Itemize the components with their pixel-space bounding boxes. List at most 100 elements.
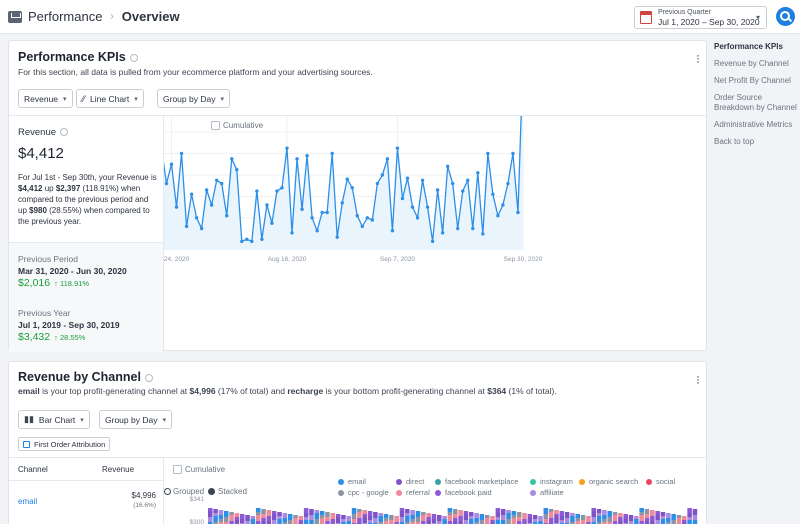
more-menu-icon[interactable]: · · · — [696, 369, 700, 389]
chart-type-select[interactable]: ▮▮ Bar Chart ▾ — [18, 410, 90, 429]
metric-select[interactable]: Revenue ▾ — [18, 89, 73, 108]
bar-segment — [692, 515, 698, 520]
legend-dot — [646, 478, 652, 485]
chart-type-value: Bar Chart — [38, 414, 76, 425]
legend-cpc-google[interactable]: cpc - google — [338, 488, 389, 497]
legend-social[interactable]: social — [646, 477, 675, 486]
bar-segment — [500, 509, 506, 515]
cumulative-checkbox[interactable] — [211, 121, 220, 130]
legend-facebook-marketplace[interactable]: facebook marketplace — [435, 477, 518, 486]
bar-segment — [506, 519, 511, 524]
previous-year-value: $3,432 ↑ 28.55% — [18, 331, 85, 343]
data-point — [179, 151, 184, 156]
data-point — [415, 216, 420, 220]
bar-segment — [676, 518, 682, 524]
bar-segment — [511, 518, 517, 524]
channel-email-link[interactable]: email — [18, 497, 38, 506]
bar-segment — [239, 514, 245, 519]
revenue-column-header[interactable]: Revenue — [102, 465, 135, 474]
data-point — [365, 216, 370, 220]
breadcrumb-performance[interactable]: Performance — [28, 9, 103, 24]
channel-summary: email is your top profit-generating chan… — [18, 386, 557, 396]
info-icon[interactable] — [144, 373, 153, 382]
nav-net-profit-by-channel[interactable]: Net Profit By Channel — [714, 76, 791, 85]
channel-bar-chart: $341 $300 — [164, 496, 707, 524]
nav-back-to-top[interactable]: Back to top — [714, 137, 755, 146]
chart-type-select[interactable]: ⁄⁄ Line Chart ▾ — [76, 89, 144, 108]
card-title: Revenue by Channel — [18, 370, 153, 384]
card-subtitle: For this section, all data is pulled fro… — [18, 67, 373, 77]
previous-year-range: Jul 1, 2019 - Sep 30, 2019 — [18, 320, 120, 330]
legend-instagram[interactable]: instagram — [530, 477, 573, 486]
bar-segment — [255, 521, 261, 524]
bar-segment — [405, 522, 410, 524]
data-point — [315, 229, 319, 233]
bar-segment — [277, 516, 282, 519]
legend-dot — [396, 489, 402, 496]
bar-segment — [298, 516, 304, 520]
channel-column-header[interactable]: Channel — [18, 465, 48, 474]
nav-order-source-breakdown[interactable]: Order Source Breakdown by Channel — [714, 93, 797, 112]
bar-segment — [490, 516, 495, 520]
metric-label-text: Revenue — [18, 127, 57, 138]
bar-segment — [580, 520, 586, 524]
cumulative-checkbox[interactable] — [173, 465, 182, 474]
bar-segment — [511, 515, 517, 518]
bar-segment — [655, 520, 660, 524]
data-point — [340, 201, 344, 205]
data-point — [345, 177, 349, 181]
bar-segment — [303, 508, 309, 513]
grouped-radio[interactable] — [164, 488, 171, 495]
stacked-radio[interactable] — [208, 488, 215, 495]
bar-segment — [213, 513, 218, 516]
group-by-select[interactable]: Group by Day ▾ — [157, 89, 230, 108]
bar-segment — [245, 515, 250, 521]
legend-email[interactable]: email — [338, 477, 366, 486]
bar-segment — [644, 514, 650, 518]
chevron-down-icon: ▾ — [220, 95, 224, 103]
bar-segment — [437, 515, 442, 521]
bar-segment — [591, 522, 597, 524]
data-point — [405, 176, 410, 180]
data-point — [516, 210, 520, 215]
bar-segment — [490, 520, 495, 523]
more-menu-icon[interactable]: · · · — [696, 48, 700, 68]
previous-year-label: Previous Year — [18, 308, 71, 318]
legend-referral[interactable]: referral — [396, 488, 430, 497]
data-point — [214, 178, 219, 183]
bar-segment — [458, 510, 463, 516]
nav-revenue-by-channel[interactable]: Revenue by Channel — [714, 59, 789, 68]
bar-segment — [309, 515, 314, 520]
bar-segment — [634, 519, 639, 524]
data-point — [440, 231, 445, 235]
nav-performance-kpis[interactable]: Performance KPIs — [714, 42, 783, 51]
legend-direct[interactable]: direct — [396, 477, 424, 486]
bar-segment — [255, 512, 261, 515]
bar-segment — [479, 520, 485, 524]
data-point — [270, 221, 274, 225]
group-by-select[interactable]: Group by Day ▾ — [99, 410, 172, 429]
previous-period-value: $2,016 ↑ 118.91% — [18, 277, 89, 289]
bar-segment — [282, 522, 288, 524]
bar-segment — [442, 519, 447, 524]
info-icon[interactable] — [60, 128, 69, 137]
legend-label: facebook marketplace — [445, 477, 519, 486]
x-tick-label: Sep 7, 2020 — [380, 256, 415, 263]
bar-segment — [666, 518, 671, 522]
search-button[interactable] — [776, 7, 795, 26]
bar-segment — [426, 520, 431, 524]
data-point — [400, 196, 405, 201]
info-icon[interactable] — [129, 53, 138, 62]
bar-segment — [399, 522, 405, 524]
legend-facebook-paid[interactable]: facebook paid — [435, 488, 492, 497]
date-range-picker[interactable]: Previous Quarter Jul 1, 2020 – Sep 30, 2… — [634, 6, 767, 29]
legend-affiliate[interactable]: affiliate — [530, 488, 564, 497]
bar-segment — [229, 515, 234, 521]
line-chart-icon: ⁄⁄ — [82, 93, 86, 104]
attribution-button[interactable]: First Order Attribution — [18, 437, 111, 451]
bar-segment — [532, 519, 538, 522]
bar-segment — [538, 516, 543, 521]
nav-administrative-metrics[interactable]: Administrative Metrics — [714, 120, 793, 129]
bar-segment — [527, 517, 533, 523]
legend-organic-search[interactable]: organic search — [579, 477, 638, 486]
